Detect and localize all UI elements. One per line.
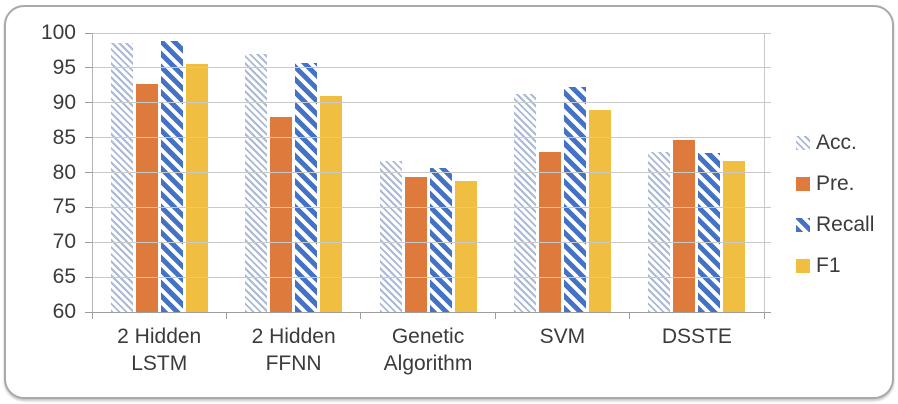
y-axis-label-100: 100 [40, 21, 76, 44]
bar-pre-svm [538, 151, 561, 312]
bar-f1-dsste [723, 161, 746, 312]
bar-groups [92, 33, 764, 312]
x-category-label-dsste: DSSTE [661, 325, 732, 348]
x-tick-mark-5 [763, 312, 765, 319]
legend-item-recall: Recall [796, 211, 874, 238]
bar-group-svm [495, 33, 629, 312]
legend-swatch-f1 [796, 258, 810, 273]
gridline-80 [92, 172, 771, 173]
bar-pre-dsste [673, 140, 696, 312]
y-tick-mark-60 [85, 311, 92, 313]
left-axis-line [92, 33, 93, 313]
y-axis-label-65: 65 [52, 265, 76, 289]
y-axis-label-85: 85 [52, 125, 76, 149]
y-tick-mark-90 [85, 102, 92, 104]
gridline-95 [92, 67, 771, 69]
x-axis-category-labels: 2 Hidden LSTM 2 Hidden FFNN Genetic Algorithm… [92, 323, 764, 377]
bar-acc-genetic-algorithm [379, 160, 402, 312]
y-tick-mark-70 [85, 241, 92, 243]
gridline-75 [92, 206, 771, 208]
y-tick-mark-95 [85, 67, 92, 69]
y-axis-label-70: 70 [52, 230, 76, 254]
x-category-label-svm: SVM [539, 325, 586, 348]
bar-f1-svm [588, 109, 611, 312]
gridline-70 [92, 241, 771, 243]
chart-figure: 100 95 90 85 80 75 70 65 60 2 Hidden LSTM 2 Hidden… [4, 5, 894, 399]
x-tick-mark-2 [360, 312, 362, 319]
legend-label-acc: Acc. [816, 130, 857, 154]
bar-recall-genetic-algorithm [429, 167, 452, 312]
bar-acc-2-hidden-ffnn [245, 53, 268, 312]
y-tick-mark-65 [85, 276, 92, 278]
gridline-90 [92, 102, 771, 104]
x-tick-mark-1 [225, 312, 227, 319]
y-tick-mark-80 [85, 172, 92, 173]
y-axis-label-90: 90 [52, 90, 76, 114]
legend-swatch-acc [796, 135, 810, 150]
bar-recall-2-hidden-lstm [160, 40, 183, 312]
bar-f1-2-hidden-lstm [185, 63, 208, 312]
y-axis-label-75: 75 [52, 195, 76, 219]
legend-swatch-pre [796, 176, 810, 191]
bar-recall-svm [563, 87, 586, 312]
y-tick-mark-85 [85, 137, 92, 139]
legend-item-acc: Acc. [796, 129, 874, 156]
y-axis-label-60: 60 [52, 300, 76, 323]
bar-acc-dsste [648, 151, 671, 312]
legend-item-pre: Pre. [796, 170, 874, 197]
bar-f1-genetic-algorithm [454, 180, 477, 312]
x-category-label-genetic-algorithm: Genetic Algorithm [383, 325, 473, 375]
y-axis-labels: 100 95 90 85 80 75 70 65 60 [34, 21, 84, 323]
bar-acc-svm [513, 93, 536, 312]
y-tick-mark-75 [85, 206, 92, 208]
gridline-100 [92, 32, 771, 34]
bar-pre-genetic-algorithm [404, 176, 427, 312]
bar-group-2-hidden-ffnn [226, 33, 360, 312]
bar-recall-2-hidden-ffnn [295, 63, 318, 312]
bar-pre-2-hidden-lstm [135, 83, 158, 312]
bar-group-2-hidden-lstm [92, 33, 226, 312]
bar-recall-dsste [698, 152, 721, 312]
x-category-label-2-hidden-ffnn: 2 Hidden FFNN [251, 325, 336, 375]
y-axis-label-95: 95 [52, 55, 76, 79]
legend-label-f1: F1 [816, 253, 841, 277]
y-tick-mark-100 [85, 32, 92, 34]
right-axis-line [764, 33, 765, 313]
bar-group-genetic-algorithm [361, 33, 495, 312]
y-axis-label-80: 80 [52, 160, 76, 184]
gridline-85 [92, 137, 771, 139]
bar-group-dsste [630, 33, 764, 312]
plot-area [85, 32, 771, 319]
x-tick-mark-4 [629, 312, 631, 319]
bar-acc-2-hidden-lstm [110, 43, 133, 312]
gridline-65 [92, 276, 771, 278]
x-tick-mark-3 [494, 312, 496, 319]
legend-label-pre: Pre. [816, 171, 855, 195]
x-category-label-2-hidden-lstm: 2 Hidden LSTM [117, 325, 202, 375]
legend: Acc. Pre. Recall F1 [796, 129, 874, 279]
gridline-60 [92, 311, 771, 313]
legend-swatch-recall [796, 217, 810, 232]
legend-label-recall: Recall [816, 212, 875, 236]
x-tick-mark-0 [91, 312, 93, 319]
legend-item-f1: F1 [796, 252, 874, 279]
bar-f1-2-hidden-ffnn [320, 95, 343, 312]
bar-pre-2-hidden-ffnn [270, 116, 293, 312]
